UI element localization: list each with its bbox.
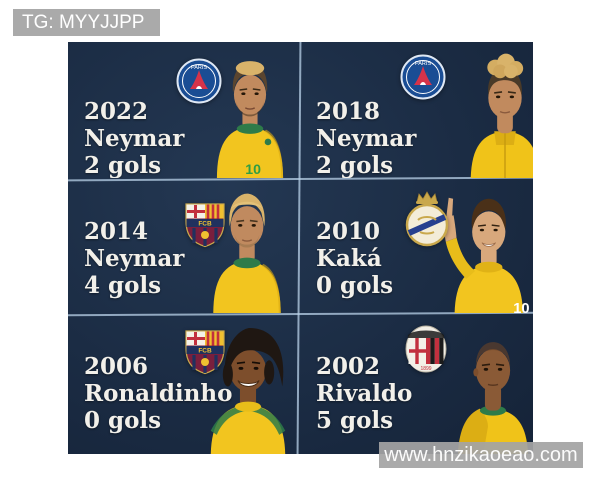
player-name-label: Ronaldinho: [84, 380, 233, 407]
player-name-label: Neymar: [84, 245, 185, 272]
svg-text:1899: 1899: [420, 366, 431, 372]
player-name-label: Neymar: [84, 125, 185, 152]
real-madrid-badge-icon: [405, 191, 449, 247]
ac-milan-badge-icon: 1899: [405, 325, 447, 373]
player-photo-kaka: 10: [444, 197, 530, 313]
watermark-website-label: www.hnzikaoeao.com: [384, 443, 578, 466]
player-name-label: Neymar: [316, 125, 417, 152]
panel-caption: 2014 Neymar 4 gols: [84, 218, 184, 299]
panel-2018-neymar: 2018 Neymar 2 gols PARIS: [300, 42, 533, 178]
psg-badge-icon: PARIS: [176, 58, 222, 104]
player-name-label: Kaká: [316, 245, 382, 272]
year-label: 2018: [316, 98, 381, 125]
barcelona-badge-icon: FCB: [185, 203, 225, 248]
svg-text:PARIS: PARIS: [191, 65, 207, 71]
goals-label: 4 gols: [84, 272, 162, 299]
panel-caption: 2018 Neymar 2 gols: [316, 98, 416, 178]
player-photo-ronaldinho: [210, 328, 286, 454]
player-photo-neymar-2014: [213, 193, 281, 313]
year-label: 2014: [84, 218, 149, 245]
panel-2002-rivaldo: 2002 Rivaldo 5 gols 1899: [300, 315, 533, 454]
year-label: 2006: [84, 353, 149, 380]
goals-label: 0 gols: [84, 407, 162, 434]
panel-caption: 2010 Kaká 0 gols: [316, 218, 393, 299]
svg-text:FCB: FCB: [198, 221, 212, 228]
year-label: 2022: [84, 98, 149, 125]
player-photo-neymar-2022: 10: [216, 61, 284, 178]
panel-caption: 2006 Ronaldinho 0 gols: [84, 353, 232, 434]
panel-2006-ronaldinho: 2006 Ronaldinho 0 gols FCB: [68, 315, 298, 454]
watermark-telegram-label: TG: MYYJJPP: [22, 11, 145, 33]
panel-2010-kaka: 2010 Kaká 0 gols: [300, 180, 533, 313]
barcelona-badge-icon: FCB: [185, 330, 225, 375]
goals-label: 2 gols: [316, 152, 394, 178]
watermark-telegram: TG: MYYJJPP: [13, 9, 160, 36]
year-label: 2002: [316, 353, 381, 380]
world-cup-collage: 2022 Neymar 2 gols PARIS: [68, 42, 533, 454]
svg-text:10: 10: [245, 162, 261, 178]
goals-label: 5 gols: [316, 407, 394, 434]
svg-text:PARIS: PARIS: [415, 61, 431, 67]
psg-badge-icon: PARIS: [400, 54, 446, 100]
panel-2022-neymar: 2022 Neymar 2 gols PARIS: [68, 42, 298, 178]
panel-caption: 2022 Neymar 2 gols: [84, 98, 184, 178]
goals-label: 0 gols: [316, 272, 394, 299]
goals-label: 2 gols: [84, 152, 162, 178]
panel-caption: 2002 Rivaldo 5 gols: [316, 353, 412, 434]
svg-text:10: 10: [513, 301, 529, 313]
player-name-label: Rivaldo: [316, 380, 413, 407]
svg-text:FCB: FCB: [198, 348, 212, 355]
year-label: 2010: [316, 218, 381, 245]
player-photo-rivaldo: [457, 342, 528, 454]
player-photo-neymar-2018: [470, 53, 533, 178]
panel-2014-neymar: 2014 Neymar 4 gols FCB: [68, 180, 298, 313]
watermark-website: www.hnzikaoeao.com: [379, 442, 583, 468]
